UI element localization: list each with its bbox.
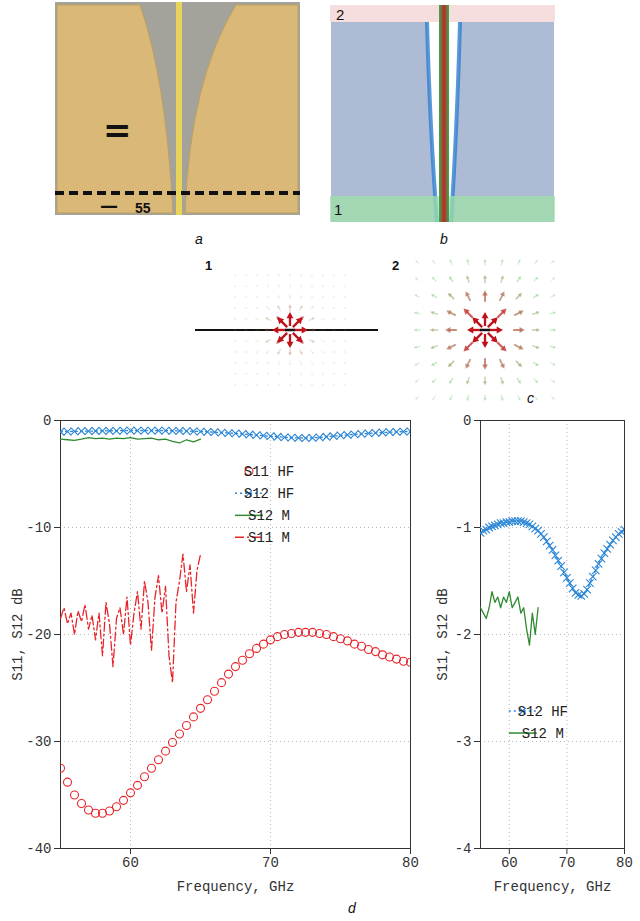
svg-text:b: b xyxy=(440,231,448,247)
svg-text:-20: -20 xyxy=(26,627,51,643)
svg-text:80: 80 xyxy=(402,855,419,871)
svg-text:a: a xyxy=(195,231,203,247)
svg-text:—: — xyxy=(100,195,118,216)
svg-text:S11, S12 dB: S11, S12 dB xyxy=(10,588,26,680)
html-text:d: d xyxy=(348,900,356,916)
svg-text:S12 M: S12 M xyxy=(522,726,564,742)
svg-text:70: 70 xyxy=(558,855,575,871)
svg-text:-30: -30 xyxy=(26,734,51,750)
svg-text:60: 60 xyxy=(501,855,518,871)
svg-text:80: 80 xyxy=(616,855,633,871)
svg-text:0: 0 xyxy=(463,413,471,429)
svg-text:S11 M: S11 M xyxy=(248,530,290,546)
svg-text:c: c xyxy=(527,390,534,406)
svg-text:S12 HF: S12 HF xyxy=(244,486,294,502)
svg-text:S11, S12 dB: S11, S12 dB xyxy=(435,588,451,680)
svg-text:Frequency, GHz: Frequency, GHz xyxy=(177,879,295,895)
svg-text:2: 2 xyxy=(392,258,399,273)
svg-text:-2: -2 xyxy=(455,627,472,643)
svg-text:Frequency, GHz: Frequency, GHz xyxy=(494,879,612,895)
svg-text:1: 1 xyxy=(205,258,212,273)
svg-text:-1: -1 xyxy=(455,520,472,536)
svg-text:S11 HF: S11 HF xyxy=(244,464,294,480)
svg-text:1: 1 xyxy=(334,201,342,218)
svg-text:60: 60 xyxy=(122,855,139,871)
svg-text:=: = xyxy=(103,110,132,150)
svg-text:S12 HF: S12 HF xyxy=(518,704,568,720)
svg-text:-4: -4 xyxy=(455,841,472,857)
svg-text:2: 2 xyxy=(336,6,344,23)
svg-text:70: 70 xyxy=(262,855,279,871)
svg-text:55: 55 xyxy=(135,200,151,216)
svg-text:-3: -3 xyxy=(455,734,472,750)
svg-text:S12 M: S12 M xyxy=(248,508,290,524)
svg-text:0: 0 xyxy=(43,413,51,429)
svg-text:-40: -40 xyxy=(26,841,51,857)
svg-text:-10: -10 xyxy=(26,520,51,536)
